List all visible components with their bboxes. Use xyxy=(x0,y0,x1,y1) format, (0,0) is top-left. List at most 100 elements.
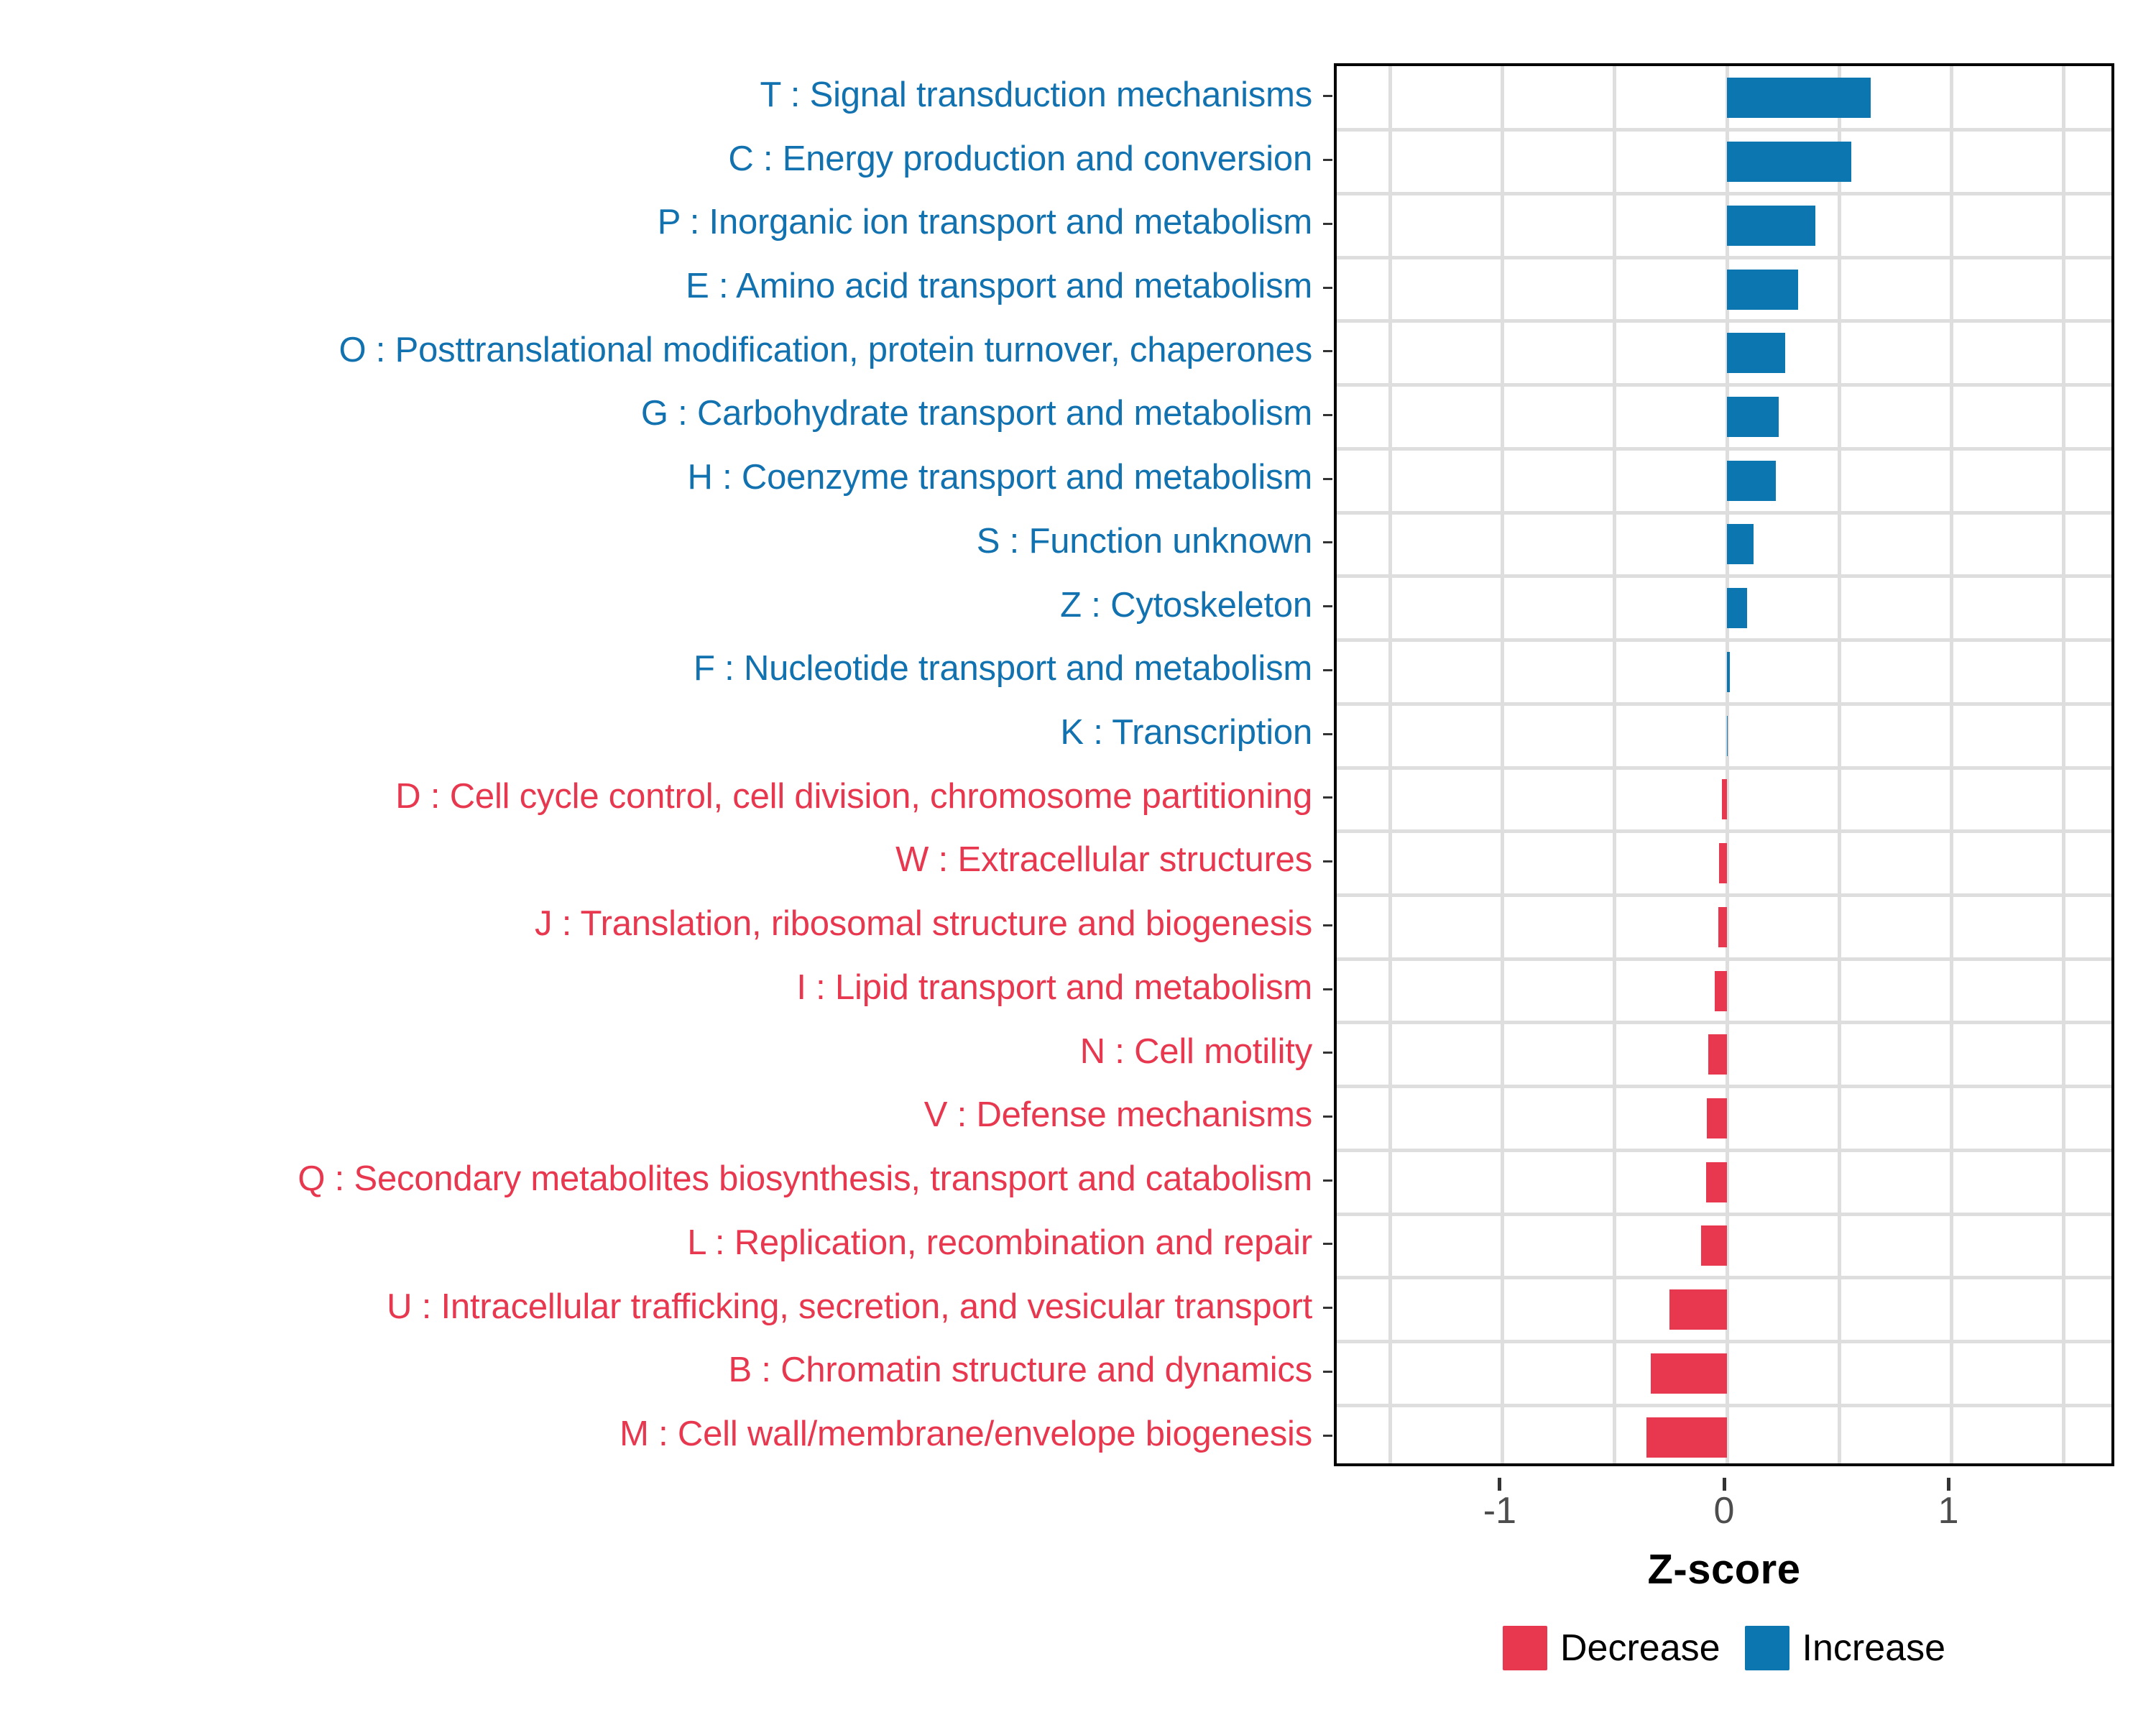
category-label: I : Lipid transport and metabolism xyxy=(796,967,1312,1007)
legend-swatch-decrease xyxy=(1502,1626,1547,1670)
bar xyxy=(1727,524,1754,565)
category-label-row: E : Amino acid transport and metabolism xyxy=(0,254,1322,318)
bar xyxy=(1727,397,1779,437)
category-label-row: P : Inorganic ion transport and metaboli… xyxy=(0,190,1322,254)
category-label-row: V : Defense mechanisms xyxy=(0,1084,1322,1148)
grid-line-horizontal xyxy=(1337,893,2111,897)
category-label-row: L : Replication, recombination and repai… xyxy=(0,1211,1322,1275)
x-axis-tick-labels: -1 0 1 xyxy=(0,1489,2156,1540)
grid-line-vertical xyxy=(1949,66,1953,1463)
y-axis-tick xyxy=(1323,1370,1332,1373)
category-label: D : Cell cycle control, cell division, c… xyxy=(395,776,1312,816)
category-label-row: O : Posttranslational modification, prot… xyxy=(0,318,1322,382)
category-label: E : Amino acid transport and metabolism xyxy=(686,267,1312,305)
bar xyxy=(1669,1289,1727,1330)
y-axis-tick xyxy=(1323,988,1332,990)
category-label-row: M : Cell wall/membrane/envelope biogenes… xyxy=(0,1402,1322,1466)
category-label-row: C : Energy production and conversion xyxy=(0,127,1322,191)
grid-line-horizontal xyxy=(1337,638,2111,643)
grid-line-horizontal xyxy=(1337,1403,2111,1407)
category-label-row: K : Transcription xyxy=(0,701,1322,765)
category-label: V : Defense mechanisms xyxy=(923,1095,1312,1135)
grid-line-horizontal xyxy=(1337,446,2111,451)
grid-line-vertical xyxy=(1837,66,1841,1463)
grid-line-vertical xyxy=(1388,66,1393,1463)
bar xyxy=(1727,460,1777,501)
y-axis-tick xyxy=(1323,1307,1332,1310)
y-axis-tick xyxy=(1323,860,1332,863)
grid-line-vertical xyxy=(1501,66,1505,1463)
bar xyxy=(1706,1098,1727,1138)
category-label-row: W : Extracellular structures xyxy=(0,829,1322,893)
bar xyxy=(1705,1162,1727,1202)
category-label: Q : Secondary metabolites biosynthesis, … xyxy=(298,1159,1312,1199)
y-axis-tick xyxy=(1323,796,1332,799)
bar xyxy=(1727,333,1786,374)
y-axis-tick xyxy=(1323,1434,1332,1437)
category-label-row: H : Coenzyme transport and metabolism xyxy=(0,446,1322,510)
y-axis-tick xyxy=(1323,1179,1332,1182)
y-axis-tick xyxy=(1323,350,1332,353)
legend: Decrease Increase xyxy=(1334,1626,2114,1670)
y-axis-tick xyxy=(1323,477,1332,480)
legend-swatch-increase xyxy=(1744,1626,1789,1670)
x-axis-tick xyxy=(1498,1478,1502,1491)
grid-line-horizontal xyxy=(1337,255,2111,259)
legend-entry-decrease[interactable]: Decrease xyxy=(1502,1626,1720,1670)
bar xyxy=(1727,588,1748,629)
bar xyxy=(1722,779,1727,820)
category-label: P : Inorganic ion transport and metaboli… xyxy=(657,203,1313,242)
y-axis-tick xyxy=(1323,668,1332,671)
grid-line-horizontal xyxy=(1337,319,2111,323)
grid-line-horizontal xyxy=(1337,957,2111,961)
category-label: C : Energy production and conversion xyxy=(728,139,1312,178)
y-axis-tick xyxy=(1323,1052,1332,1054)
category-label: U : Intracellular trafficking, secretion… xyxy=(387,1287,1312,1326)
grid-line-horizontal xyxy=(1337,128,2111,132)
grid-line-horizontal xyxy=(1337,1276,2111,1280)
bar xyxy=(1646,1417,1727,1458)
category-label-row: I : Lipid transport and metabolism xyxy=(0,956,1322,1020)
bar xyxy=(1708,1034,1727,1075)
category-label: M : Cell wall/membrane/envelope biogenes… xyxy=(619,1414,1312,1453)
y-axis-tick xyxy=(1323,1116,1332,1118)
y-axis-tick xyxy=(1323,414,1332,416)
grid-line-horizontal xyxy=(1337,574,2111,579)
plot-area xyxy=(1337,66,2111,1463)
bar xyxy=(1714,970,1727,1011)
legend-label: Decrease xyxy=(1560,1627,1720,1669)
plot-panel xyxy=(1334,63,2114,1466)
grid-line-horizontal xyxy=(1337,702,2111,706)
category-label-row: T : Signal transduction mechanisms xyxy=(0,63,1322,127)
y-axis-tick xyxy=(1323,222,1332,225)
legend-label: Increase xyxy=(1802,1627,1945,1669)
category-label: G : Carbohydrate transport and metabolis… xyxy=(640,394,1312,433)
category-label: W : Extracellular structures xyxy=(895,840,1312,880)
category-label-row: F : Nucleotide transport and metabolism xyxy=(0,637,1322,701)
x-axis-title: Z-score xyxy=(1647,1546,1801,1593)
bar xyxy=(1727,269,1799,310)
grid-line-horizontal xyxy=(1337,765,2111,770)
category-label-row: S : Function unknown xyxy=(0,510,1322,574)
y-axis-tick xyxy=(1323,732,1332,735)
grid-line-vertical xyxy=(2061,66,2065,1463)
grid-line-horizontal xyxy=(1337,383,2111,387)
category-label-row: J : Translation, ribosomal structure and… xyxy=(0,892,1322,956)
category-label: Z : Cytoskeleton xyxy=(1060,585,1312,625)
category-label: F : Nucleotide transport and metabolism xyxy=(694,649,1312,689)
bar xyxy=(1701,1225,1727,1266)
category-label-row: G : Carbohydrate transport and metabolis… xyxy=(0,382,1322,446)
grid-line-horizontal xyxy=(1337,1340,2111,1344)
bar xyxy=(1727,205,1816,246)
bar xyxy=(1718,906,1727,947)
category-label-row: Q : Secondary metabolites biosynthesis, … xyxy=(0,1147,1322,1211)
legend-entry-increase[interactable]: Increase xyxy=(1744,1626,1945,1670)
grid-line-horizontal xyxy=(1337,829,2111,834)
grid-line-horizontal xyxy=(1337,191,2111,196)
category-label-row: D : Cell cycle control, cell division, c… xyxy=(0,765,1322,829)
category-label: K : Transcription xyxy=(1060,713,1312,753)
x-axis-tick xyxy=(1722,1478,1726,1491)
category-label: B : Chromatin structure and dynamics xyxy=(728,1351,1312,1390)
grid-line-horizontal xyxy=(1337,1085,2111,1089)
